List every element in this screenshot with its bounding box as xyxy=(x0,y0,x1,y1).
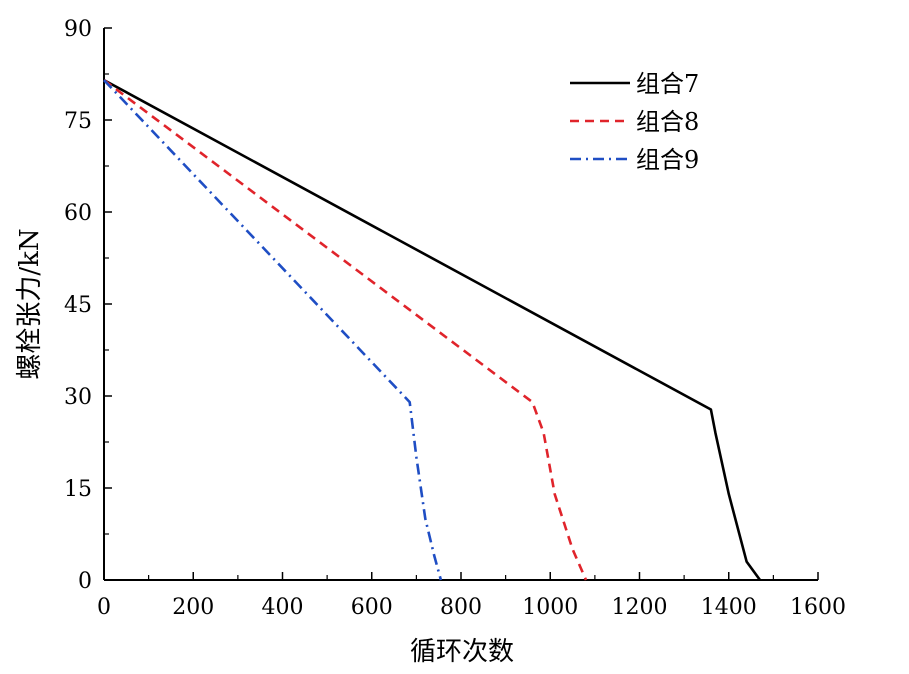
x-tick-label: 1000 xyxy=(522,595,578,620)
x-axis-ticks: 0 200 400 600 800 1000 1200 1400 1600 xyxy=(97,572,846,620)
y-tick-label: 60 xyxy=(64,201,92,226)
legend: 组合7 组合8 组合9 xyxy=(570,70,699,174)
x-tick-label: 800 xyxy=(440,595,482,620)
y-tick-label: 15 xyxy=(64,477,92,502)
legend-label-1: 组合7 xyxy=(636,70,699,98)
series-line-1 xyxy=(103,78,762,581)
series-layer xyxy=(103,78,762,581)
x-tick-label: 600 xyxy=(351,595,393,620)
y-tick-label: 45 xyxy=(64,293,92,318)
legend-label-2: 组合8 xyxy=(636,108,699,136)
series-line-3 xyxy=(103,79,443,581)
y-tick-label: 0 xyxy=(78,569,92,594)
y-tick-label: 30 xyxy=(64,385,92,410)
y-axis-ticks: 0 15 30 45 60 75 90 xyxy=(64,17,112,594)
y-axis-title: 螺栓张力/kN xyxy=(15,228,45,379)
x-tick-label: 1600 xyxy=(790,595,846,620)
y-tick-label: 90 xyxy=(64,17,92,42)
y-tick-label: 75 xyxy=(64,109,92,134)
x-tick-label: 1200 xyxy=(612,595,668,620)
x-tick-label: 200 xyxy=(172,595,214,620)
legend-label-3: 组合9 xyxy=(636,146,699,174)
x-axis-title: 循环次数 xyxy=(410,637,514,667)
series-line-2 xyxy=(103,79,588,581)
x-tick-label: 1400 xyxy=(701,595,757,620)
x-tick-label: 400 xyxy=(262,595,304,620)
axes xyxy=(103,28,818,581)
x-tick-label: 0 xyxy=(97,595,111,620)
